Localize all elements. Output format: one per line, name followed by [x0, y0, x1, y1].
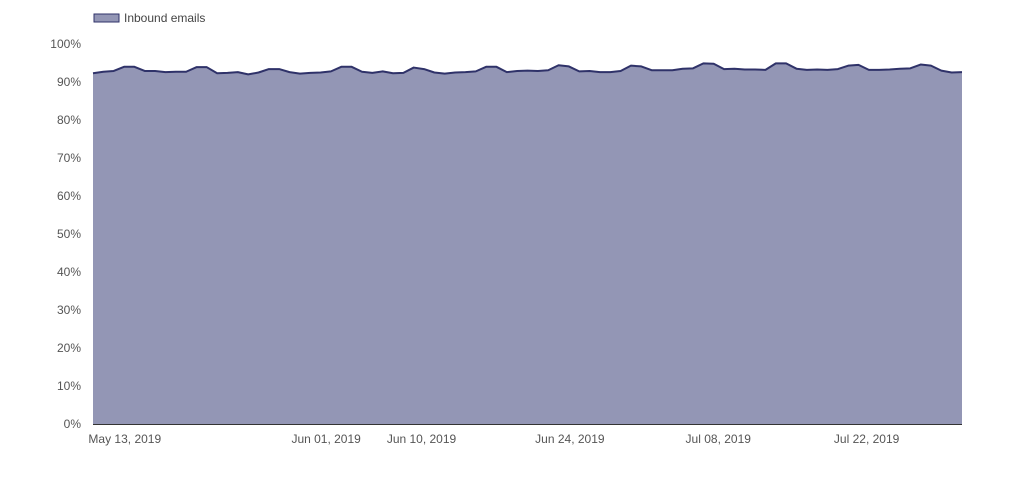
x-tick-label: Jun 10, 2019	[387, 432, 457, 446]
x-tick-label: Jun 24, 2019	[535, 432, 605, 446]
y-tick-label: 50%	[57, 227, 81, 241]
series-area-inbound-emails	[93, 63, 962, 424]
y-axis: 0% 10% 20% 30% 40% 50% 60% 70% 80% 90% 100%	[50, 37, 81, 431]
legend-swatch-inbound-emails	[93, 13, 120, 23]
y-tick-label: 100%	[50, 37, 81, 51]
y-tick-label: 40%	[57, 265, 81, 279]
plot-area	[92, 62, 963, 424]
x-tick-label: Jul 22, 2019	[834, 432, 900, 446]
legend: Inbound emails	[93, 11, 205, 25]
y-tick-label: 60%	[57, 189, 81, 203]
series-line-inbound-emails	[92, 62, 963, 76]
y-tick-label: 90%	[57, 75, 81, 89]
legend-label-inbound-emails: Inbound emails	[124, 11, 205, 25]
y-tick-label: 0%	[64, 417, 82, 431]
x-axis: May 13, 2019 Jun 01, 2019 Jun 10, 2019 Jun …	[88, 432, 899, 446]
y-tick-label: 80%	[57, 113, 81, 127]
x-tick-label: Jun 01, 2019	[291, 432, 361, 446]
y-tick-label: 70%	[57, 151, 81, 165]
y-tick-label: 10%	[57, 379, 81, 393]
x-tick-label: Jul 08, 2019	[686, 432, 752, 446]
x-tick-label: May 13, 2019	[88, 432, 161, 446]
y-tick-label: 20%	[57, 341, 81, 355]
y-tick-label: 30%	[57, 303, 81, 317]
